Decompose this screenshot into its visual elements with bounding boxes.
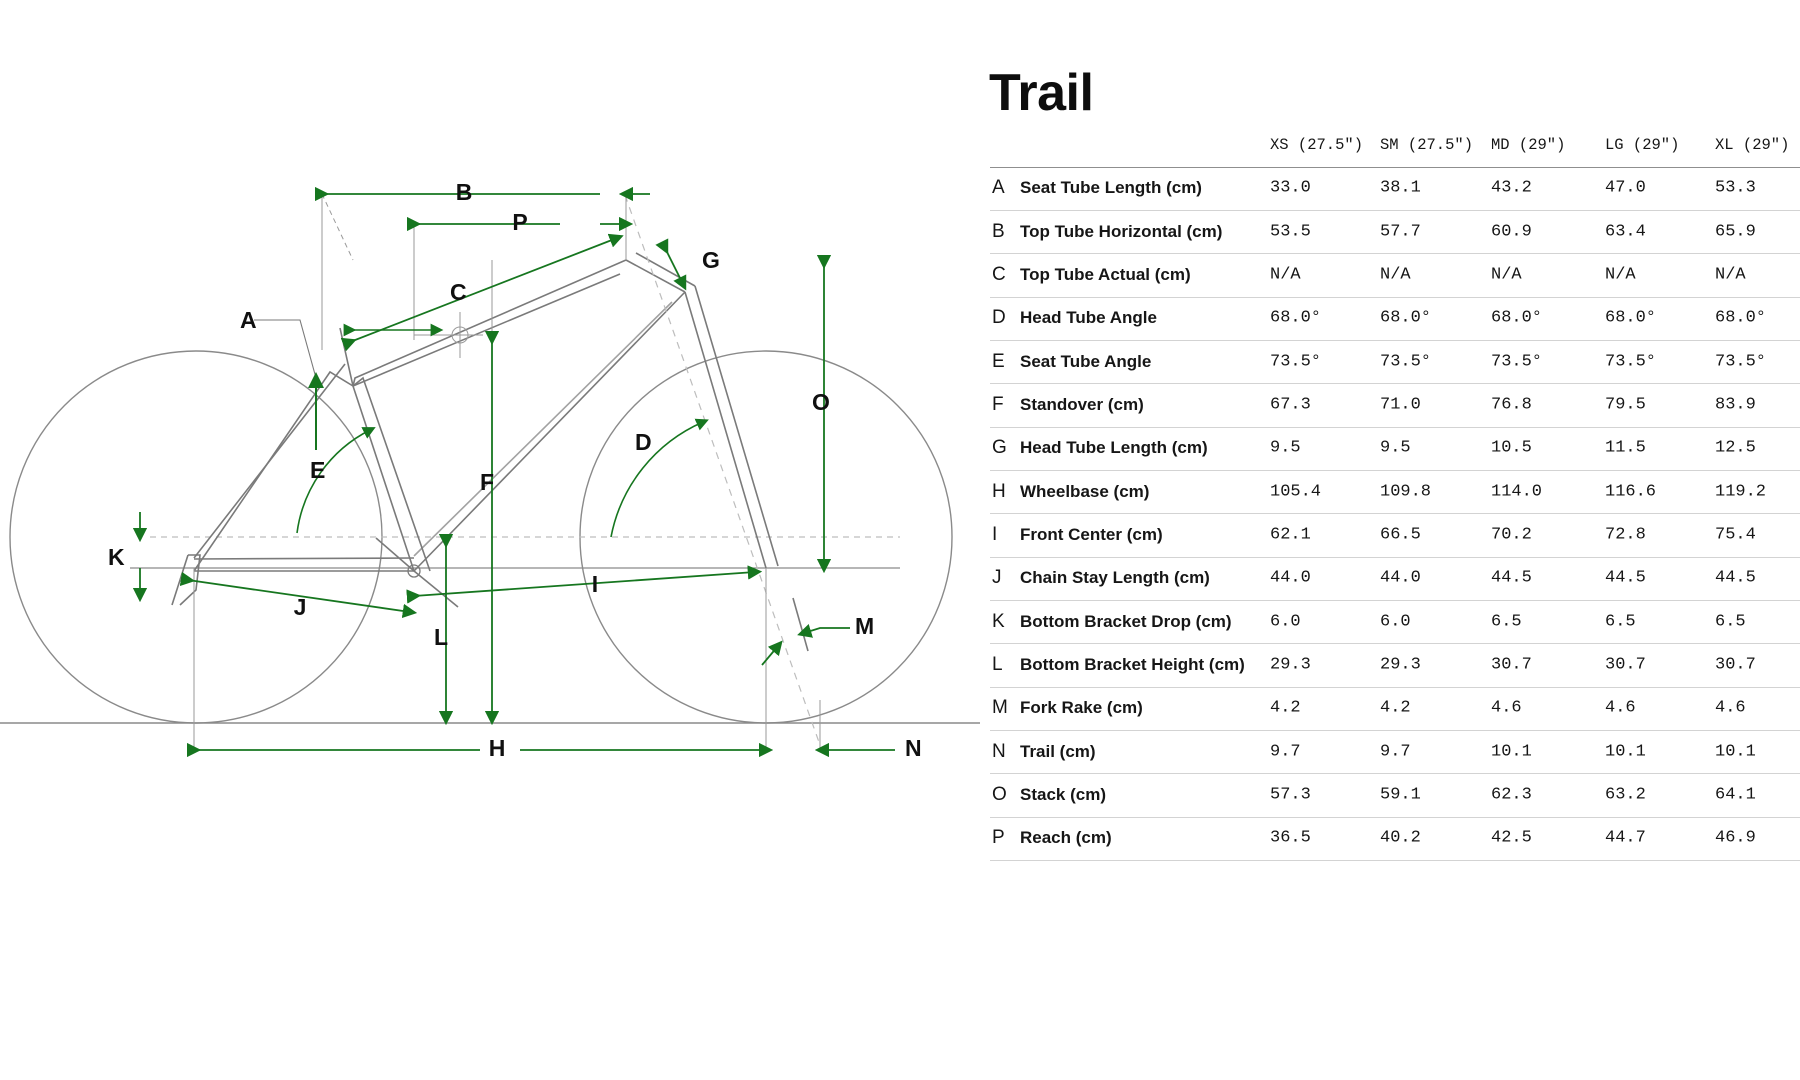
svg-text:O: O <box>812 389 830 415</box>
svg-text:L: L <box>434 624 448 650</box>
svg-text:E: E <box>310 457 325 483</box>
svg-text:K: K <box>108 544 125 570</box>
svg-text:B: B <box>456 179 473 205</box>
svg-text:A: A <box>240 307 257 333</box>
svg-text:G: G <box>702 247 720 273</box>
svg-text:D: D <box>635 429 652 455</box>
svg-text:M: M <box>855 613 874 639</box>
svg-text:C: C <box>450 279 467 305</box>
svg-text:P: P <box>512 209 527 235</box>
svg-text:F: F <box>480 469 494 495</box>
svg-text:N: N <box>905 735 922 761</box>
svg-text:H: H <box>489 735 506 761</box>
svg-text:J: J <box>294 594 307 620</box>
svg-text:I: I <box>592 571 598 597</box>
